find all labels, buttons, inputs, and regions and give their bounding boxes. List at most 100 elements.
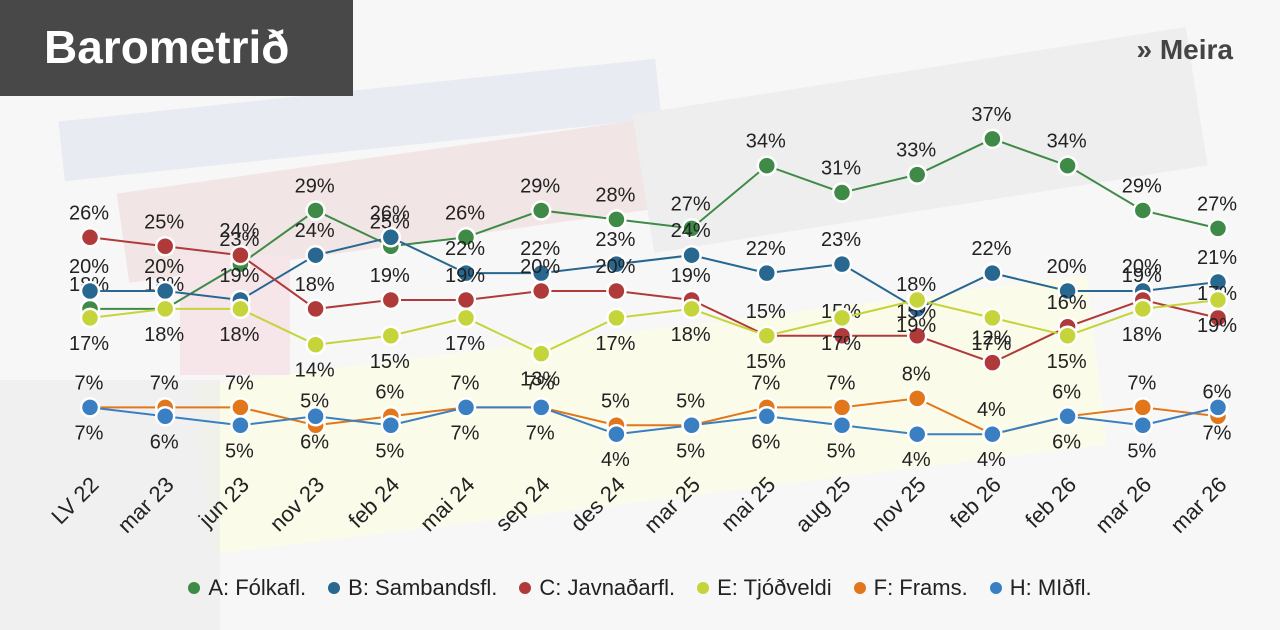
- data-point: [154, 280, 176, 302]
- data-point: [1207, 218, 1229, 239]
- data-point: [79, 227, 101, 248]
- data-label: 19%: [1122, 265, 1162, 287]
- data-label: 19%: [896, 315, 936, 337]
- series-1: 20% 20% 19%24%26%22% 22% 23% 24%22% 23%18%22%2…: [69, 202, 1237, 320]
- legend-item: C: Javnaðarfl.: [519, 575, 675, 601]
- data-point: [831, 253, 853, 275]
- data-label: 5%: [827, 440, 856, 462]
- data-label: 28%: [595, 184, 635, 206]
- data-label: 7%: [751, 372, 780, 394]
- data-point: [906, 423, 928, 445]
- data-label: 22%: [746, 238, 786, 260]
- data-label: 23%: [595, 229, 635, 251]
- x-tick-label: mar 25: [639, 472, 705, 538]
- legend-item: H: MIðfl.: [989, 575, 1092, 601]
- data-label: 7%: [827, 372, 856, 394]
- data-label: 12%: [971, 328, 1011, 350]
- data-point: [79, 280, 101, 302]
- x-tick-label: nov 25: [866, 472, 930, 536]
- data-point: [982, 307, 1003, 329]
- data-label: 5%: [225, 440, 254, 462]
- data-point: [230, 244, 251, 266]
- x-tick-label: mar 26: [1090, 472, 1156, 538]
- series-2: 26%25%24%18%19%19%20%20%19%15%15%15%12%1…: [69, 202, 1237, 373]
- legend-label: A: Fólkafl.: [208, 575, 307, 600]
- data-point: [305, 200, 326, 221]
- data-label: 4%: [977, 399, 1006, 421]
- data-label: 15%: [746, 301, 786, 323]
- x-tick-label: jun 23: [193, 472, 254, 533]
- data-label: 19%: [445, 265, 485, 287]
- data-point: [982, 423, 1003, 445]
- x-tick-label: mar 26: [1165, 472, 1231, 538]
- data-label: 25%: [144, 211, 184, 233]
- data-point: [455, 307, 477, 329]
- data-point: [831, 307, 853, 329]
- x-tick-label: nov 23: [265, 472, 329, 536]
- data-label: 23%: [219, 229, 259, 251]
- data-label: 34%: [746, 131, 786, 153]
- legend-marker: [697, 582, 710, 594]
- data-label: 8%: [902, 363, 931, 385]
- legend-item: A: Fólkafl.: [188, 575, 306, 601]
- data-point: [982, 352, 1003, 373]
- more-link[interactable]: » Meira: [1136, 34, 1234, 65]
- legend-marker: [188, 582, 201, 594]
- x-tick-label: mai 24: [415, 472, 479, 536]
- data-point: [380, 325, 402, 346]
- data-label: 6%: [375, 381, 404, 403]
- data-label: 14%: [295, 360, 335, 382]
- data-label: 7%: [75, 372, 104, 394]
- data-label: 21%: [1197, 247, 1237, 269]
- data-point: [305, 298, 326, 320]
- data-point: [982, 128, 1003, 150]
- data-label: 27%: [1197, 193, 1237, 215]
- legend-label: F: Frams.: [873, 575, 968, 600]
- data-label: 6%: [1203, 381, 1232, 403]
- data-point: [305, 406, 326, 427]
- data-point: [455, 289, 477, 311]
- data-label: 13%: [520, 369, 560, 391]
- data-point: [380, 415, 402, 436]
- data-point: [906, 388, 928, 409]
- series-line: [90, 236, 1219, 311]
- data-point: [906, 325, 928, 346]
- data-label: 7%: [225, 372, 254, 394]
- data-point: [1057, 406, 1078, 427]
- data-label: 5%: [1127, 440, 1156, 462]
- data-label: 7%: [1203, 422, 1232, 444]
- series-line: [89, 406, 1219, 436]
- data-label: 24%: [671, 220, 711, 242]
- page-title: Barometrið: [44, 21, 290, 73]
- data-label: 5%: [676, 440, 705, 462]
- data-label: 7%: [1127, 372, 1156, 394]
- data-point: [831, 397, 853, 418]
- data-point: [681, 298, 702, 320]
- data-point: [606, 280, 627, 302]
- data-point: [79, 307, 101, 329]
- data-point: [906, 164, 928, 185]
- data-label: 4%: [902, 449, 931, 471]
- data-point: [230, 397, 251, 418]
- data-label: 19%: [1197, 315, 1237, 337]
- data-label: 15%: [1047, 351, 1087, 373]
- data-label: 20%: [520, 256, 560, 278]
- data-label: 18%: [295, 274, 335, 296]
- data-label: 18%: [1122, 324, 1162, 346]
- data-label: 20%: [595, 256, 635, 278]
- data-point: [681, 218, 702, 239]
- series-line: [89, 298, 1219, 355]
- data-label: 18%: [671, 324, 711, 346]
- data-label: 24%: [219, 220, 259, 242]
- data-label: 5%: [601, 390, 630, 412]
- data-label: 7%: [451, 372, 480, 394]
- data-label: 6%: [751, 431, 780, 453]
- data-label: 18%: [144, 324, 184, 346]
- data-label: 6%: [300, 431, 329, 453]
- legend-marker: [519, 582, 532, 594]
- data-label: 23%: [821, 229, 861, 251]
- data-label: 17%: [445, 333, 485, 355]
- data-label: 26%: [370, 202, 410, 224]
- data-label: 18%: [896, 274, 936, 296]
